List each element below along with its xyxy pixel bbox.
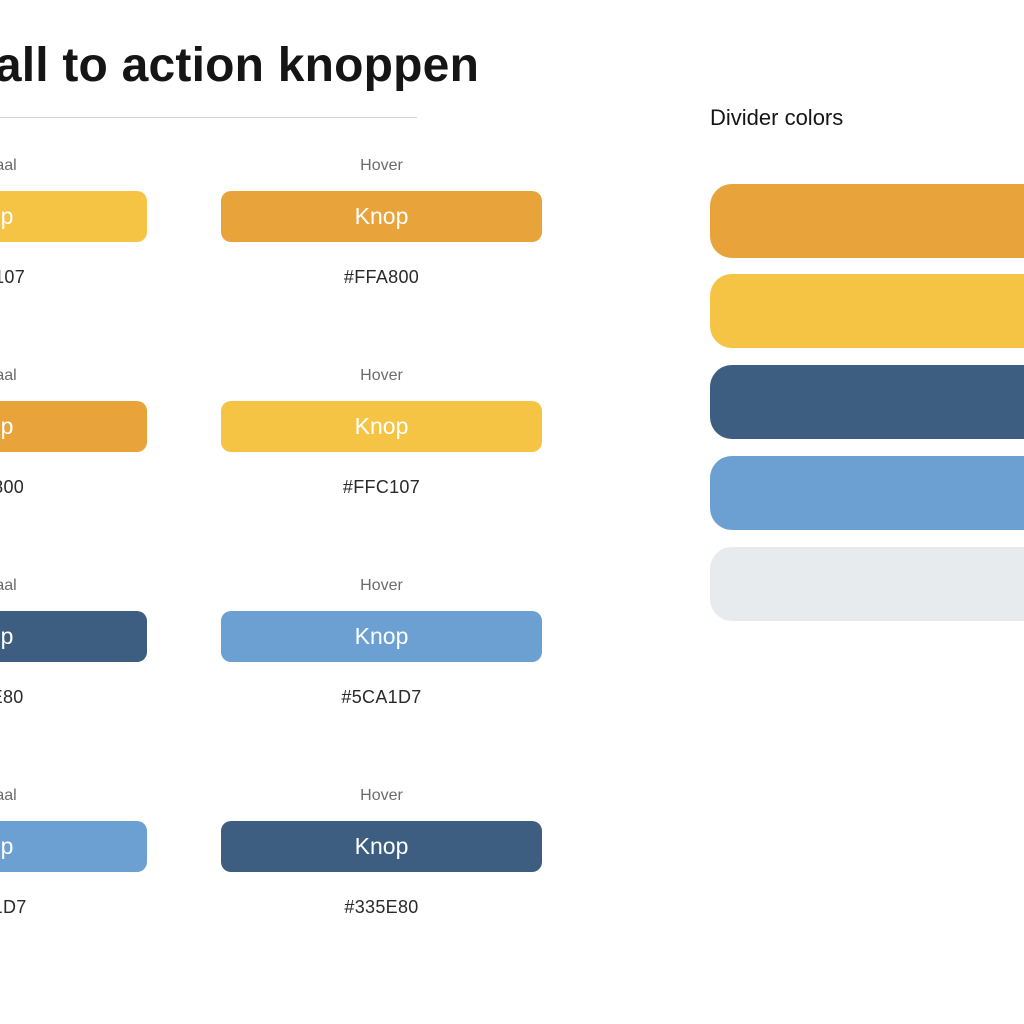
divider-swatch <box>710 456 1024 530</box>
hex-code: #FFA800 <box>0 477 25 497</box>
state-label-normal: Normaal <box>0 367 17 384</box>
title-divider <box>0 117 417 118</box>
divider-swatch <box>710 547 1024 621</box>
hover-state-cell: Hover Knop #FFC107 <box>221 367 542 527</box>
normal-state-cell: Normaal Knop #FFA800 <box>0 367 147 527</box>
normal-state-cell: Normaal Knop #FFC107 <box>0 157 147 317</box>
hex-code: #5CA1D7 <box>0 897 27 917</box>
state-label-hover: Hover <box>360 157 403 174</box>
cta-button-normal[interactable]: Knop <box>0 611 147 662</box>
cta-button-hover[interactable]: Knop <box>221 401 542 452</box>
state-label-hover: Hover <box>360 577 403 594</box>
state-label-hover: Hover <box>360 367 403 384</box>
hex-code: #335E80 <box>344 897 419 917</box>
state-label-hover: Hover <box>360 787 403 804</box>
divider-colors-title: Divider colors <box>710 105 844 130</box>
divider-swatch <box>710 184 1024 258</box>
button-row: Normaal Knop #FFA800 Hover Knop #FFC107 <box>0 367 600 527</box>
cta-button-hover[interactable]: Knop <box>221 611 542 662</box>
normal-state-cell: Normaal Knop #5CA1D7 <box>0 787 147 947</box>
hex-code: #FFC107 <box>342 477 421 497</box>
hover-state-cell: Hover Knop #FFA800 <box>221 157 542 317</box>
button-row: Normaal Knop #FFC107 Hover Knop #FFA800 <box>0 157 600 317</box>
divider-swatch <box>710 274 1024 348</box>
state-label-normal: Normaal <box>0 157 17 174</box>
page-title: Call to action knoppen <box>0 39 480 92</box>
state-label-normal: Normaal <box>0 577 17 594</box>
button-row: Normaal Knop #335E80 Hover Knop #5CA1D7 <box>0 577 600 737</box>
cta-button-normal[interactable]: Knop <box>0 821 147 872</box>
divider-swatch <box>710 365 1024 439</box>
hex-code: #FFC107 <box>0 267 26 287</box>
hex-code: #5CA1D7 <box>341 687 422 707</box>
cta-button-normal[interactable]: Knop <box>0 401 147 452</box>
hover-state-cell: Hover Knop #5CA1D7 <box>221 577 542 737</box>
hex-code: #FFA800 <box>343 267 420 287</box>
normal-state-cell: Normaal Knop #335E80 <box>0 577 147 737</box>
hover-state-cell: Hover Knop #335E80 <box>221 787 542 947</box>
button-row: Normaal Knop #5CA1D7 Hover Knop #335E80 <box>0 787 600 947</box>
cta-button-hover[interactable]: Knop <box>221 821 542 872</box>
hex-code: #335E80 <box>0 687 24 707</box>
cta-button-hover[interactable]: Knop <box>221 191 542 242</box>
cta-button-normal[interactable]: Knop <box>0 191 147 242</box>
state-label-normal: Normaal <box>0 787 17 804</box>
